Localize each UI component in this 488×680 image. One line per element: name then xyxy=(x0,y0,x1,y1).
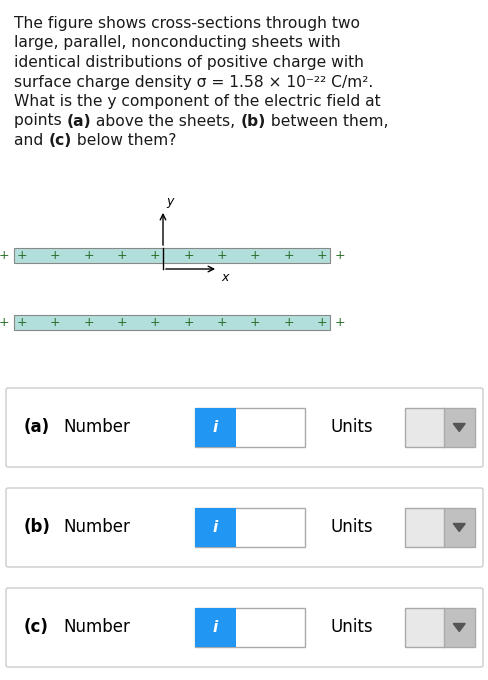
Polygon shape xyxy=(452,524,464,532)
Bar xyxy=(404,408,474,447)
Text: +: + xyxy=(117,249,127,262)
Text: Units: Units xyxy=(329,518,372,537)
Text: Number: Number xyxy=(63,518,130,537)
Text: Units: Units xyxy=(329,619,372,636)
Bar xyxy=(404,608,474,647)
Text: +: + xyxy=(334,316,345,329)
Bar xyxy=(404,408,443,447)
Text: +: + xyxy=(17,316,27,329)
Text: +: + xyxy=(283,249,293,262)
FancyBboxPatch shape xyxy=(6,588,482,667)
Text: y: y xyxy=(165,195,173,208)
Text: +: + xyxy=(316,249,326,262)
Bar xyxy=(195,408,305,447)
Text: Number: Number xyxy=(63,619,130,636)
Text: +: + xyxy=(183,249,194,262)
Bar xyxy=(443,608,474,647)
Text: The figure shows cross-sections through two: The figure shows cross-sections through … xyxy=(14,16,359,31)
Text: +: + xyxy=(50,316,61,329)
Text: +: + xyxy=(150,249,161,262)
Bar xyxy=(443,408,474,447)
Text: +: + xyxy=(249,316,260,329)
Text: (c): (c) xyxy=(24,619,49,636)
Polygon shape xyxy=(452,624,464,632)
Text: x: x xyxy=(221,271,228,284)
Polygon shape xyxy=(452,424,464,432)
Text: (b): (b) xyxy=(24,518,51,537)
FancyBboxPatch shape xyxy=(6,388,482,467)
Bar xyxy=(195,608,235,647)
Text: i: i xyxy=(212,520,218,535)
Bar xyxy=(195,408,235,447)
Text: and: and xyxy=(14,133,48,148)
Text: +: + xyxy=(216,316,227,329)
Text: large, parallel, nonconducting sheets with: large, parallel, nonconducting sheets wi… xyxy=(14,35,340,50)
Text: points: points xyxy=(14,114,66,129)
Text: +: + xyxy=(150,316,161,329)
Text: +: + xyxy=(50,249,61,262)
Text: Units: Units xyxy=(329,418,372,437)
Text: +: + xyxy=(334,249,345,262)
Text: below them?: below them? xyxy=(71,133,176,148)
Text: i: i xyxy=(212,420,218,435)
Text: i: i xyxy=(212,620,218,635)
Text: surface charge density σ = 1.58 × 10⁻²² C/m².: surface charge density σ = 1.58 × 10⁻²² … xyxy=(14,75,372,90)
Text: +: + xyxy=(249,249,260,262)
Bar xyxy=(195,508,305,547)
Text: Number: Number xyxy=(63,418,130,437)
Bar xyxy=(404,608,443,647)
Text: +: + xyxy=(183,316,194,329)
Text: +: + xyxy=(83,316,94,329)
Text: +: + xyxy=(216,249,227,262)
Text: +: + xyxy=(17,249,27,262)
Text: +: + xyxy=(117,316,127,329)
Text: What is the y component of the electric field at: What is the y component of the electric … xyxy=(14,94,380,109)
Text: between them,: between them, xyxy=(265,114,387,129)
Text: +: + xyxy=(83,249,94,262)
Bar xyxy=(404,508,474,547)
Bar xyxy=(14,315,329,330)
Bar xyxy=(404,508,443,547)
Text: above the sheets,: above the sheets, xyxy=(91,114,240,129)
Bar xyxy=(195,608,305,647)
Text: (b): (b) xyxy=(240,114,265,129)
Bar xyxy=(195,508,235,547)
Text: +: + xyxy=(0,316,9,329)
Text: +: + xyxy=(0,249,9,262)
Text: identical distributions of positive charge with: identical distributions of positive char… xyxy=(14,55,363,70)
Text: +: + xyxy=(316,316,326,329)
Bar xyxy=(14,248,329,263)
Text: (c): (c) xyxy=(48,133,71,148)
Text: (a): (a) xyxy=(24,418,50,437)
Text: +: + xyxy=(283,316,293,329)
FancyBboxPatch shape xyxy=(6,488,482,567)
Bar xyxy=(443,508,474,547)
Text: (a): (a) xyxy=(66,114,91,129)
